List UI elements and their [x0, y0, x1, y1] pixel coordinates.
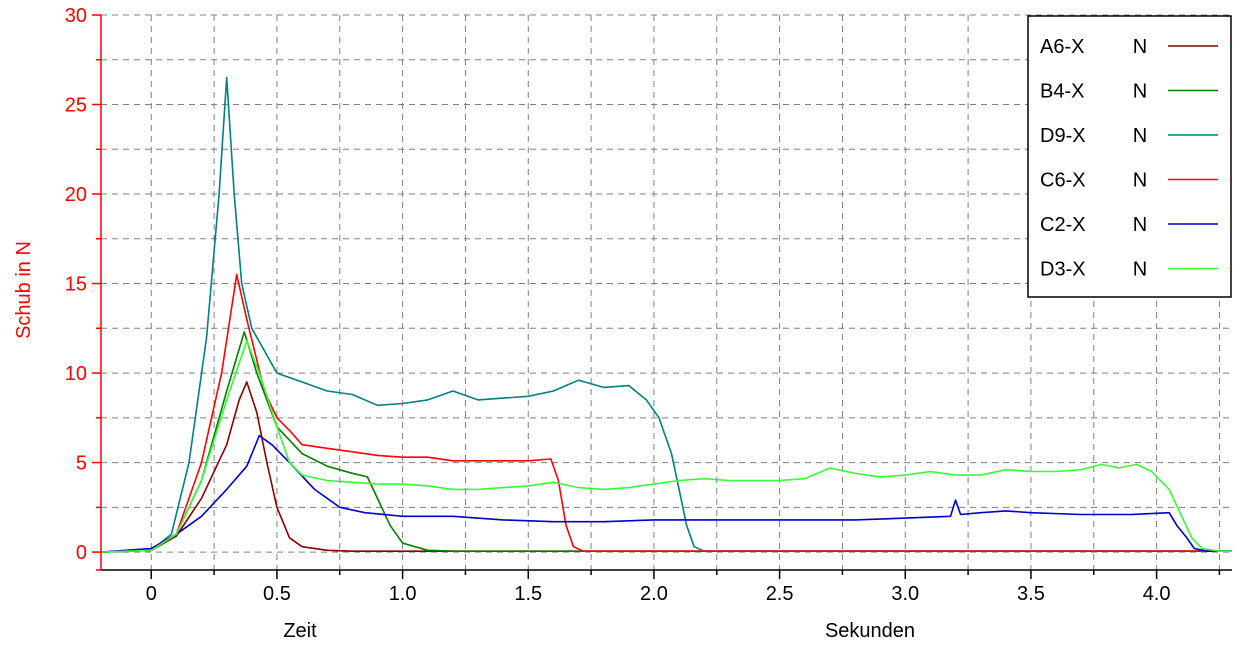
series-line-c6-x: [100, 273, 1232, 553]
y-axis-label: Schub in N: [13, 241, 35, 339]
series-line-d3-x: [100, 340, 1232, 553]
x-axis-label-left: Zeit: [283, 620, 317, 640]
x-tick-label: 3.0: [891, 583, 919, 605]
legend-unit: N: [1133, 125, 1147, 147]
x-tick-label: 1.5: [514, 583, 542, 605]
x-tick-label: 4.0: [1143, 583, 1171, 605]
legend-label: D9-X: [1040, 125, 1086, 147]
legend-label: C6-X: [1040, 170, 1086, 192]
x-tick-label: 0: [146, 583, 157, 605]
legend-unit: N: [1133, 170, 1147, 192]
legend-label: C2-X: [1040, 214, 1086, 236]
series-line-b4-x: [100, 331, 1232, 553]
legend-unit: N: [1133, 214, 1147, 236]
x-tick-label: 2.5: [766, 583, 794, 605]
x-tick-label: 1.0: [389, 583, 417, 605]
legend-label: A6-X: [1040, 36, 1084, 58]
legend-label: B4-X: [1040, 81, 1084, 103]
legend: A6-X N B4-X N D9-X N C6-X N C2-X N D3-X N: [1027, 15, 1232, 298]
grid: [101, 14, 1232, 570]
axes: 0 5 10 15 20 25 30 0 0.5 1.0 1.5 2.0 2.5 3.0 3.5 4.0: [65, 5, 1232, 605]
y-tick-label: 25: [65, 95, 87, 117]
series-layer: [100, 76, 1232, 553]
x-tick-label: 2.0: [640, 583, 668, 605]
x-axis-label-right: Sekunden: [825, 620, 915, 640]
series-line-d9-x: [100, 76, 1232, 553]
series-line-c2-x: [100, 434, 1232, 553]
x-tick-label: 0.5: [263, 583, 291, 605]
y-tick-label: 0: [76, 542, 87, 564]
y-tick-label: 5: [76, 453, 87, 475]
y-tick-label: 15: [65, 274, 87, 296]
legend-box: [1027, 15, 1232, 298]
y-tick-label: 10: [65, 363, 87, 385]
legend-unit: N: [1133, 81, 1147, 103]
legend-label: D3-X: [1040, 259, 1086, 281]
x-tick-label: 3.5: [1017, 583, 1045, 605]
y-tick-label: 20: [65, 184, 87, 206]
legend-unit: N: [1133, 259, 1147, 281]
legend-unit: N: [1133, 36, 1147, 58]
y-tick-label: 30: [65, 5, 87, 27]
